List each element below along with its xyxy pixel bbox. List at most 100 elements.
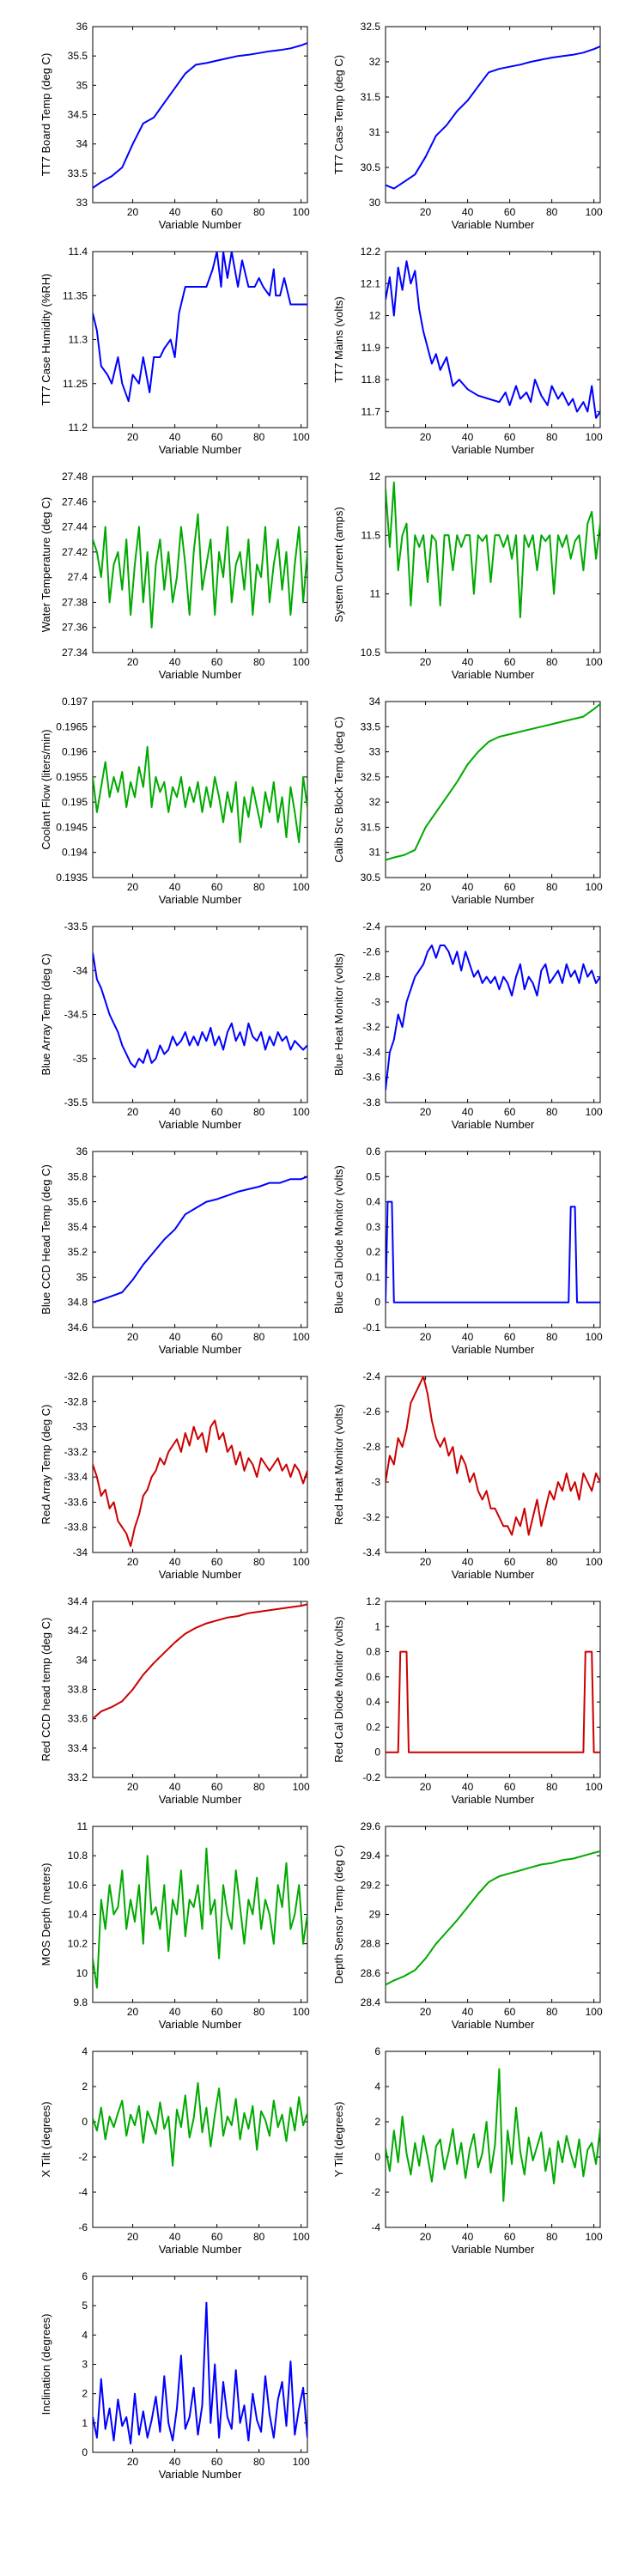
- x-tick-label: 20: [127, 2231, 139, 2243]
- x-axis-label: Variable Number: [452, 2018, 535, 2031]
- x-tick-label: 20: [420, 1106, 432, 1118]
- y-tick-label: -0.1: [362, 1321, 380, 1334]
- y-tick-label: 0.2: [366, 1246, 380, 1258]
- x-tick-label: 40: [462, 431, 474, 443]
- x-tick-label: 20: [127, 2006, 139, 2018]
- x-axis-label: Variable Number: [452, 1793, 535, 1806]
- y-tick-label: 34: [76, 1654, 88, 1666]
- plot-frame: [385, 1376, 601, 1553]
- y-tick-label: 33.5: [68, 167, 88, 179]
- y-tick-label: 11.7: [361, 405, 381, 417]
- x-tick-label: 80: [546, 656, 558, 668]
- y-tick-label: 33.2: [68, 1771, 88, 1783]
- y-tick-label: -34.5: [64, 1009, 88, 1021]
- x-tick-label: 80: [253, 1781, 265, 1793]
- y-tick-label: 11.35: [63, 289, 88, 301]
- plot-frame: [385, 251, 601, 428]
- plot-frame: [92, 1601, 308, 1778]
- x-axis-label: Variable Number: [452, 1343, 535, 1356]
- x-tick-label: 20: [127, 656, 139, 668]
- y-tick-label: 11.9: [361, 342, 381, 354]
- x-tick-label: 100: [293, 1331, 310, 1343]
- y-tick-label: -2.6: [362, 1406, 380, 1418]
- y-tick-label: 33.4: [68, 1742, 88, 1754]
- x-tick-label: 80: [546, 1781, 558, 1793]
- y-tick-label: -3.4: [362, 1546, 380, 1558]
- x-tick-label: 40: [169, 1331, 181, 1343]
- y-tick-label: 0.6: [366, 1145, 380, 1157]
- x-axis-label: Variable Number: [159, 893, 242, 906]
- chart-panel-18: 20 40 60 80 100 28.4 28.6 28.8 29 29.2 29.4 29.6 Var…: [332, 1820, 603, 2031]
- x-tick-label: 20: [127, 206, 139, 218]
- x-tick-label: 80: [253, 206, 265, 218]
- y-tick-label: 2: [82, 2388, 88, 2400]
- x-tick-label: 100: [293, 2006, 310, 2018]
- y-tick-label: 32: [369, 796, 381, 808]
- chart-panel-11: 20 40 60 80 100 34.6 34.8 35 35.2 35.4 35.6 35.8 36 V…: [39, 1145, 310, 1356]
- y-tick-label: -4: [371, 2221, 380, 2233]
- y-tick-label: 28.8: [361, 1938, 381, 1950]
- x-tick-label: 40: [462, 1331, 474, 1343]
- x-tick-label: 100: [293, 2231, 310, 2243]
- plot-frame: [385, 476, 601, 653]
- x-tick-label: 60: [211, 656, 223, 668]
- chart-panel-9: 20 40 60 80 100 -35.5 -35 -34.5 -34 -33.5 Variable…: [39, 920, 310, 1131]
- y-axis-label: Blue Cal Diode Monitor (volts): [332, 1165, 345, 1314]
- x-tick-label: 40: [169, 881, 181, 893]
- x-tick-label: 60: [211, 206, 223, 218]
- y-tick-label: 11.4: [69, 246, 88, 258]
- x-tick-label: 100: [293, 431, 310, 443]
- y-tick-label: 9.8: [73, 1996, 88, 2008]
- plot-frame: [385, 926, 601, 1103]
- series-line: [93, 1603, 307, 1720]
- y-tick-label: -33.8: [64, 1522, 88, 1534]
- chart-panel-10: 20 40 60 80 100 -3.8 -3.6 -3.4 -3.2 -3 -2.8 -2.6 -2.…: [332, 920, 603, 1131]
- x-tick-label: 80: [546, 2006, 558, 2018]
- series-line: [386, 46, 600, 190]
- x-axis-label: Variable Number: [452, 1118, 535, 1131]
- series-line: [386, 2068, 600, 2202]
- y-tick-label: 29.4: [361, 1850, 381, 1862]
- x-tick-label: 60: [504, 2006, 516, 2018]
- y-axis-label: TT7 Case Temp (deg C): [332, 55, 345, 174]
- y-tick-label: 34.2: [68, 1625, 88, 1637]
- x-tick-label: 40: [462, 1556, 474, 1568]
- y-tick-label: 11: [77, 1820, 88, 1832]
- y-tick-label: -4: [78, 2186, 88, 2198]
- series-line: [93, 1419, 307, 1547]
- x-tick-label: 60: [504, 881, 516, 893]
- y-tick-label: 1: [374, 1620, 380, 1632]
- x-tick-label: 60: [211, 2456, 223, 2468]
- x-tick-label: 80: [546, 206, 558, 218]
- chart-panel-20: 20 40 60 80 100 -4 -2 0 2 4 6 Variable Number Y Tilt…: [332, 2045, 603, 2256]
- chart-panel-13: 20 40 60 80 100 -34 -33.8 -33.6 -33.4 -33.2 -33 -32…: [39, 1370, 310, 1581]
- y-tick-label: 0.197: [62, 696, 88, 708]
- y-tick-label: 0: [374, 1747, 380, 1759]
- y-tick-label: 35: [76, 79, 88, 91]
- y-tick-label: 31: [369, 847, 381, 859]
- y-tick-label: -0.2: [362, 1771, 380, 1783]
- y-tick-label: 5: [82, 2300, 88, 2312]
- y-tick-label: 35.2: [68, 1246, 88, 1258]
- plot-frame: [385, 2050, 601, 2228]
- y-tick-label: 34.8: [68, 1297, 88, 1309]
- x-tick-label: 80: [253, 1106, 265, 1118]
- plot-frame: [92, 2050, 308, 2228]
- y-axis-label: MOS Depth (meters): [39, 1863, 52, 1966]
- y-axis-label: Red Cal Diode Monitor (volts): [332, 1616, 345, 1763]
- x-tick-label: 80: [253, 2231, 265, 2243]
- x-tick-label: 60: [211, 1556, 223, 1568]
- y-tick-label: 29.6: [361, 1820, 381, 1832]
- y-tick-label: 4: [82, 2329, 88, 2341]
- y-tick-label: 36: [76, 21, 88, 33]
- chart-panel-19: 20 40 60 80 100 -6 -4 -2 0 2 4 Variable Number X Til…: [39, 2045, 310, 2256]
- y-axis-label: X Tilt (degrees): [39, 2101, 52, 2177]
- y-tick-label: 0: [374, 2151, 380, 2163]
- y-axis-label: Depth Sensor Temp (deg C): [332, 1845, 345, 1984]
- y-tick-label: 34: [369, 696, 381, 708]
- series-line: [93, 952, 307, 1068]
- x-tick-label: 80: [546, 1106, 558, 1118]
- x-tick-label: 60: [504, 656, 516, 668]
- y-tick-label: 28.4: [361, 1996, 381, 2008]
